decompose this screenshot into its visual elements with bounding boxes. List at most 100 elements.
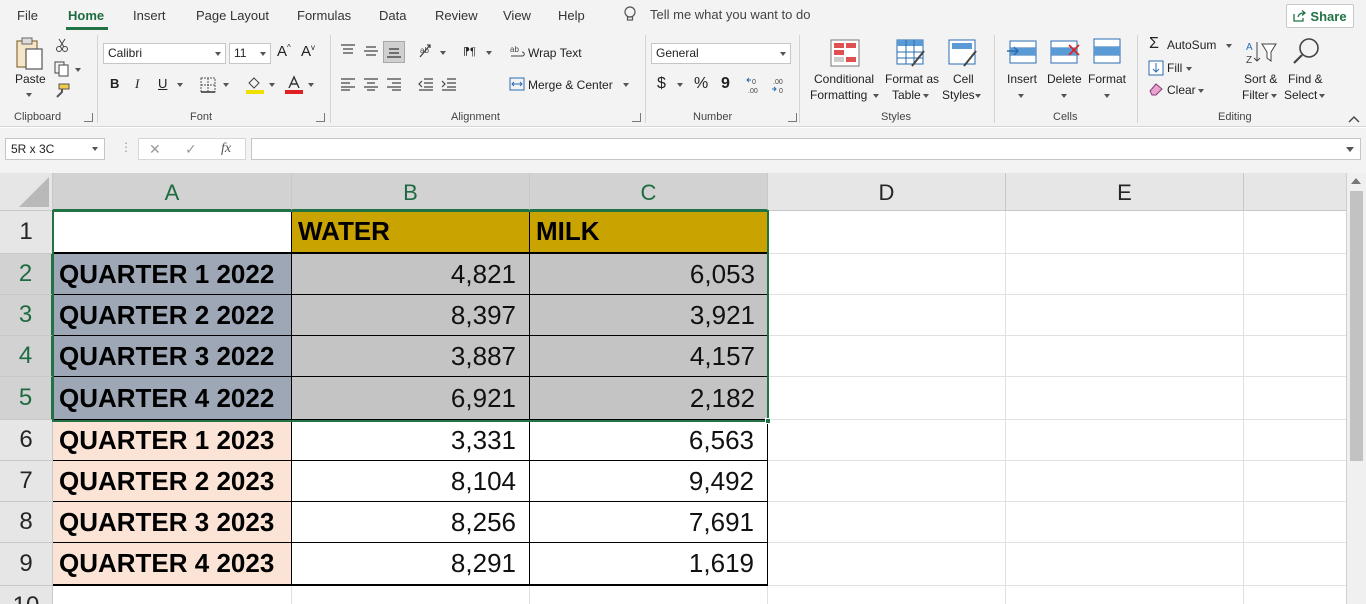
delete-dropdown-icon[interactable]	[1061, 94, 1067, 98]
worksheet-grid[interactable]: A B C D E 1 2 3 4 5 6 7 8 9 10 WATER MIL…	[0, 173, 1346, 604]
align-bottom-button[interactable]	[383, 41, 405, 63]
cell-b1[interactable]: WATER	[292, 211, 530, 254]
fill-button[interactable]: Fill	[1167, 61, 1183, 75]
tab-view[interactable]: View	[503, 8, 531, 23]
alignment-launcher-icon[interactable]	[632, 113, 641, 122]
number-format-combo[interactable]: General	[651, 43, 791, 64]
format-dropdown-icon[interactable]	[1104, 94, 1110, 98]
italic-button[interactable]: I	[135, 76, 140, 91]
cell-b6[interactable]: 3,331	[292, 420, 530, 461]
scrollbar-thumb[interactable]	[1350, 191, 1363, 461]
conditional-formatting-icon[interactable]	[830, 39, 860, 67]
cell-b2[interactable]: 4,821	[292, 254, 530, 295]
cell-a7[interactable]: QUARTER 2 2023	[53, 461, 292, 502]
comma-style-button[interactable]: 9	[721, 75, 730, 92]
fill-color-dropdown-icon[interactable]	[269, 83, 275, 87]
clear-button[interactable]: Clear	[1167, 83, 1196, 97]
tab-home[interactable]: Home	[68, 8, 105, 23]
align-right-icon[interactable]	[386, 77, 402, 91]
underline-dropdown-icon[interactable]	[177, 83, 183, 87]
font-color-dropdown-icon[interactable]	[308, 83, 314, 87]
tab-file[interactable]: File	[17, 8, 38, 23]
increase-indent-icon[interactable]	[441, 77, 457, 91]
align-top-icon[interactable]	[340, 44, 356, 58]
cell-a3[interactable]: QUARTER 2 2022	[53, 295, 292, 336]
fill-handle[interactable]	[765, 418, 771, 424]
fill-dropdown-icon[interactable]	[1186, 67, 1192, 71]
tab-review[interactable]: Review	[435, 8, 478, 23]
cell-a6[interactable]: QUARTER 1 2023	[53, 420, 292, 461]
row-header-2[interactable]: 2	[0, 254, 53, 295]
share-button[interactable]: Share	[1286, 4, 1354, 28]
eraser-icon[interactable]	[1148, 82, 1164, 96]
row-header-3[interactable]: 3	[0, 295, 53, 336]
cell-b7[interactable]: 8,104	[292, 461, 530, 502]
orientation-dropdown-icon[interactable]	[440, 51, 446, 55]
autosum-dropdown-icon[interactable]	[1226, 44, 1232, 48]
cell-c8[interactable]: 7,691	[530, 502, 768, 543]
cell-a4[interactable]: QUARTER 3 2022	[53, 336, 292, 377]
format-cells-icon[interactable]	[1092, 37, 1122, 65]
font-size-combo[interactable]: 11	[229, 43, 271, 64]
bold-button[interactable]: B	[110, 76, 120, 91]
cell-c7[interactable]: 9,492	[530, 461, 768, 502]
column-header-b[interactable]: B	[292, 173, 530, 211]
align-center-icon[interactable]	[363, 77, 379, 91]
increase-decimal-icon[interactable]: 0.00	[746, 76, 766, 94]
merge-center-button[interactable]: Merge & Center	[528, 78, 613, 92]
percent-button[interactable]: %	[694, 75, 709, 92]
row-header-9[interactable]: 9	[0, 543, 53, 586]
cell-a1[interactable]	[53, 211, 292, 254]
format-as-table-icon[interactable]	[896, 39, 926, 67]
format-table-dropdown-icon[interactable]	[923, 94, 929, 98]
name-box[interactable]: 5R x 3C	[5, 138, 105, 160]
column-header-d[interactable]: D	[768, 173, 1006, 211]
cell-styles-line1[interactable]: Cell	[953, 72, 974, 86]
cell-c6[interactable]: 6,563	[530, 420, 768, 461]
borders-icon[interactable]	[200, 77, 216, 93]
format-as-table-line1[interactable]: Format as	[885, 72, 940, 86]
select-all-button[interactable]	[0, 173, 53, 211]
cell-a5[interactable]: QUARTER 4 2022	[53, 377, 292, 420]
column-header-f[interactable]	[1244, 173, 1346, 211]
font-name-combo[interactable]: Calibri	[103, 43, 226, 64]
row-header-7[interactable]: 7	[0, 461, 53, 502]
row-header-5[interactable]: 5	[0, 377, 53, 420]
conditional-dropdown-icon[interactable]	[873, 94, 879, 98]
row-header-10[interactable]: 10	[0, 586, 53, 604]
copy-dropdown-icon[interactable]	[75, 68, 81, 72]
paste-icon[interactable]	[15, 37, 45, 73]
format-painter-icon[interactable]	[54, 83, 70, 99]
cell-b3[interactable]: 8,397	[292, 295, 530, 336]
vertical-scrollbar[interactable]	[1346, 173, 1366, 604]
tab-formulas[interactable]: Formulas	[297, 8, 352, 23]
fill-down-icon[interactable]	[1148, 60, 1164, 76]
decrease-font-size-icon[interactable]: Av	[301, 43, 316, 60]
find-select-line1[interactable]: Find &	[1288, 72, 1323, 86]
cell-styles-line2[interactable]: Styles	[942, 88, 975, 102]
row-header-4[interactable]: 4	[0, 336, 53, 377]
insert-cells-button[interactable]: Insert	[1007, 72, 1038, 86]
cancel-icon[interactable]: ✕	[149, 141, 161, 157]
conditional-formatting-line2[interactable]: Formatting	[810, 88, 868, 102]
borders-dropdown-icon[interactable]	[223, 83, 229, 87]
insert-function-button[interactable]: fx	[221, 141, 232, 156]
cell-b5[interactable]: 6,921	[292, 377, 530, 420]
tab-page-layout[interactable]: Page Layout	[196, 8, 270, 23]
cell-b9[interactable]: 8,291	[292, 543, 530, 586]
cell-a2[interactable]: QUARTER 1 2022	[53, 254, 292, 295]
align-middle-icon[interactable]	[363, 44, 379, 58]
underline-button[interactable]: U	[158, 76, 168, 91]
column-header-c[interactable]: C	[530, 173, 768, 211]
cell-a9[interactable]: QUARTER 4 2023	[53, 543, 292, 586]
currency-button[interactable]: $	[657, 75, 666, 92]
find-select-line2[interactable]: Select	[1284, 88, 1318, 102]
sort-filter-line2[interactable]: Filter	[1242, 88, 1269, 102]
decrease-decimal-icon[interactable]: .000	[771, 76, 791, 94]
sort-filter-dropdown-icon[interactable]	[1271, 94, 1277, 98]
currency-dropdown-icon[interactable]	[677, 83, 683, 87]
expand-formula-bar-icon[interactable]	[1346, 147, 1354, 152]
paste-button[interactable]: Paste	[15, 72, 46, 86]
clipboard-launcher-icon[interactable]	[84, 113, 93, 122]
clear-dropdown-icon[interactable]	[1198, 89, 1204, 93]
